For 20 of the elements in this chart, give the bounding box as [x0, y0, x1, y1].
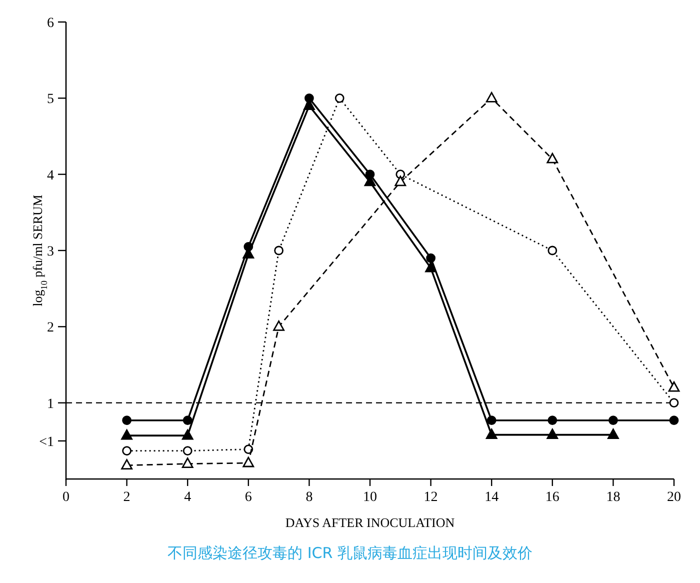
- x-tick-label: 20: [667, 490, 681, 505]
- x-tick-label: 0: [62, 490, 70, 505]
- x-tick-label: 14: [484, 490, 499, 505]
- x-tick-label: 12: [424, 490, 438, 505]
- x-axis-title: DAYS AFTER INOCULATION: [285, 515, 456, 530]
- x-tick-label: 10: [363, 490, 377, 505]
- y-tick-label: 3: [47, 244, 54, 260]
- x-tick-label: 2: [123, 490, 130, 505]
- x-tick-label: 4: [184, 490, 192, 505]
- y-tick-label: 4: [47, 168, 54, 184]
- x-tick-label: 8: [306, 490, 313, 505]
- y-tick-label: 5: [47, 92, 54, 108]
- text: 不同感染途径攻毒的 ICR 乳鼠病毒血症出现时间及效价: [168, 544, 532, 562]
- y-tick-label: <1: [39, 434, 54, 450]
- y-tick-label: 1: [47, 396, 54, 412]
- x-tick-label: 6: [244, 490, 252, 505]
- y-tick-label: 6: [47, 16, 54, 31]
- x-tick-label: 18: [606, 490, 620, 505]
- x-tick-label: 16: [545, 490, 560, 505]
- y-tick-label: 2: [47, 320, 54, 336]
